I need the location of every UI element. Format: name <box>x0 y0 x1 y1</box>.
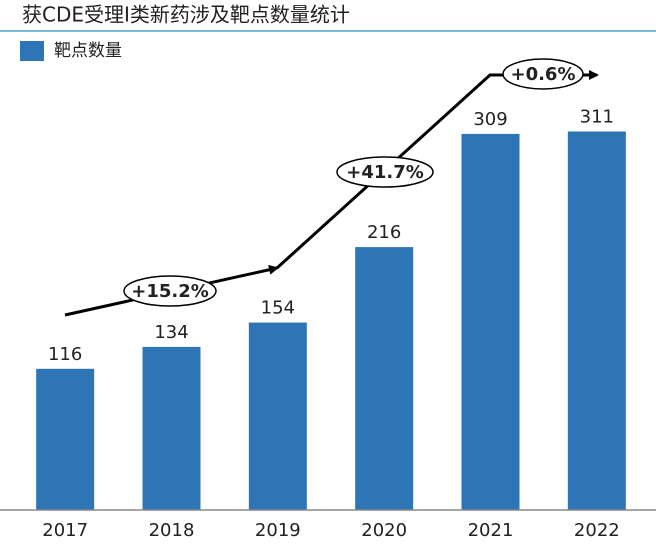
annotation-bubble <box>123 275 217 307</box>
value-label: 116 <box>48 344 82 365</box>
bar <box>461 133 520 510</box>
annotation-bubble <box>336 156 434 188</box>
annotation-bubble <box>502 58 584 90</box>
trend-arrow <box>275 70 599 270</box>
value-label: 216 <box>367 222 401 243</box>
x-tick-label: 2022 <box>574 520 620 541</box>
annotation: +41.7% <box>346 162 424 183</box>
legend-label: 靶点数量 <box>54 41 122 61</box>
x-tick-label: 2018 <box>149 520 195 541</box>
x-tick-label: 2020 <box>361 520 407 541</box>
x-tick-label: 2017 <box>42 520 88 541</box>
x-tick-label: 2019 <box>255 520 301 541</box>
x-tick-label: 2021 <box>468 520 514 541</box>
value-label: 311 <box>580 106 614 127</box>
annotation: +0.6% <box>510 64 575 85</box>
bar <box>36 368 95 510</box>
value-label: 134 <box>154 322 188 343</box>
value-label: 154 <box>261 298 295 319</box>
bar <box>355 247 414 510</box>
value-label: 309 <box>473 109 507 130</box>
legend-swatch <box>20 41 44 61</box>
bar <box>142 346 201 510</box>
bar <box>567 131 626 510</box>
bar <box>248 322 307 510</box>
annotation: +15.2% <box>131 281 209 302</box>
chart-title: 获CDE受理I类新药涉及靶点数量统计 <box>22 3 350 27</box>
